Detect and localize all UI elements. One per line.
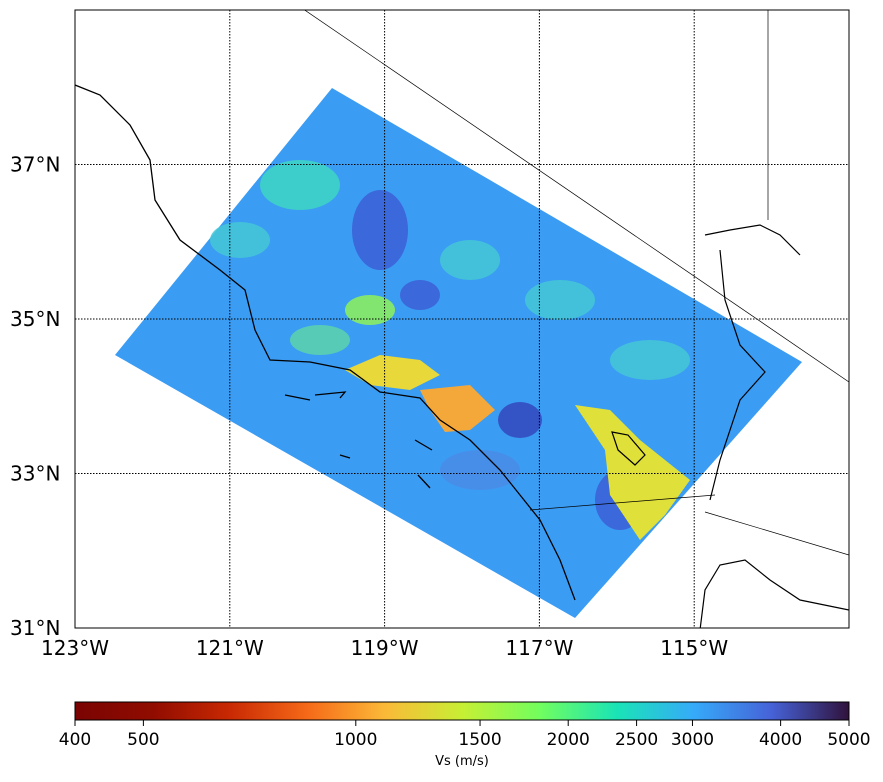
- colorbar-tick-label: 3000: [671, 730, 714, 750]
- basin-patch: [345, 355, 440, 390]
- coastline: [75, 84, 576, 601]
- map-content: [75, 10, 849, 628]
- border: [529, 494, 849, 556]
- y-tick-label: 33°N: [10, 462, 60, 486]
- coastline: [704, 224, 801, 501]
- axis-labels: 123°W 121°W 119°W 117°W 115°W 31°N 33°N 35°N 37°…: [10, 153, 728, 661]
- colorbar-tick-label: 4000: [759, 730, 802, 750]
- colorbar-label: Vs (m/s): [435, 754, 489, 769]
- colorbar-tick-label: 1000: [334, 730, 377, 750]
- model-region: [115, 88, 802, 618]
- colorbar-tick-label: 5000: [827, 730, 870, 750]
- x-tick-label: 115°W: [660, 636, 728, 660]
- map-frame: [74, 9, 850, 629]
- x-tick-label: 121°W: [196, 636, 264, 660]
- y-tick-label: 37°N: [10, 153, 60, 177]
- islands: [284, 391, 433, 489]
- state-border: [304, 10, 849, 383]
- x-tick-label: 117°W: [505, 636, 573, 660]
- basin-patch: [575, 405, 690, 540]
- colorbar-tick-label: 2000: [547, 730, 590, 750]
- y-tick-label: 31°N: [10, 616, 60, 640]
- lake: [611, 431, 646, 466]
- colorbar-tick-label: 500: [127, 730, 159, 750]
- colorbar: [74, 701, 850, 721]
- colorbar-tick-label: 400: [59, 730, 91, 750]
- coastline: [699, 559, 849, 628]
- x-tick-label: 119°W: [351, 636, 419, 660]
- colorbar-tick-label: 2500: [615, 730, 658, 750]
- y-tick-label: 35°N: [10, 307, 60, 331]
- x-tick-label: 123°W: [41, 636, 109, 660]
- colorbar-tick-label: 1500: [458, 730, 501, 750]
- basin-patch: [420, 385, 495, 432]
